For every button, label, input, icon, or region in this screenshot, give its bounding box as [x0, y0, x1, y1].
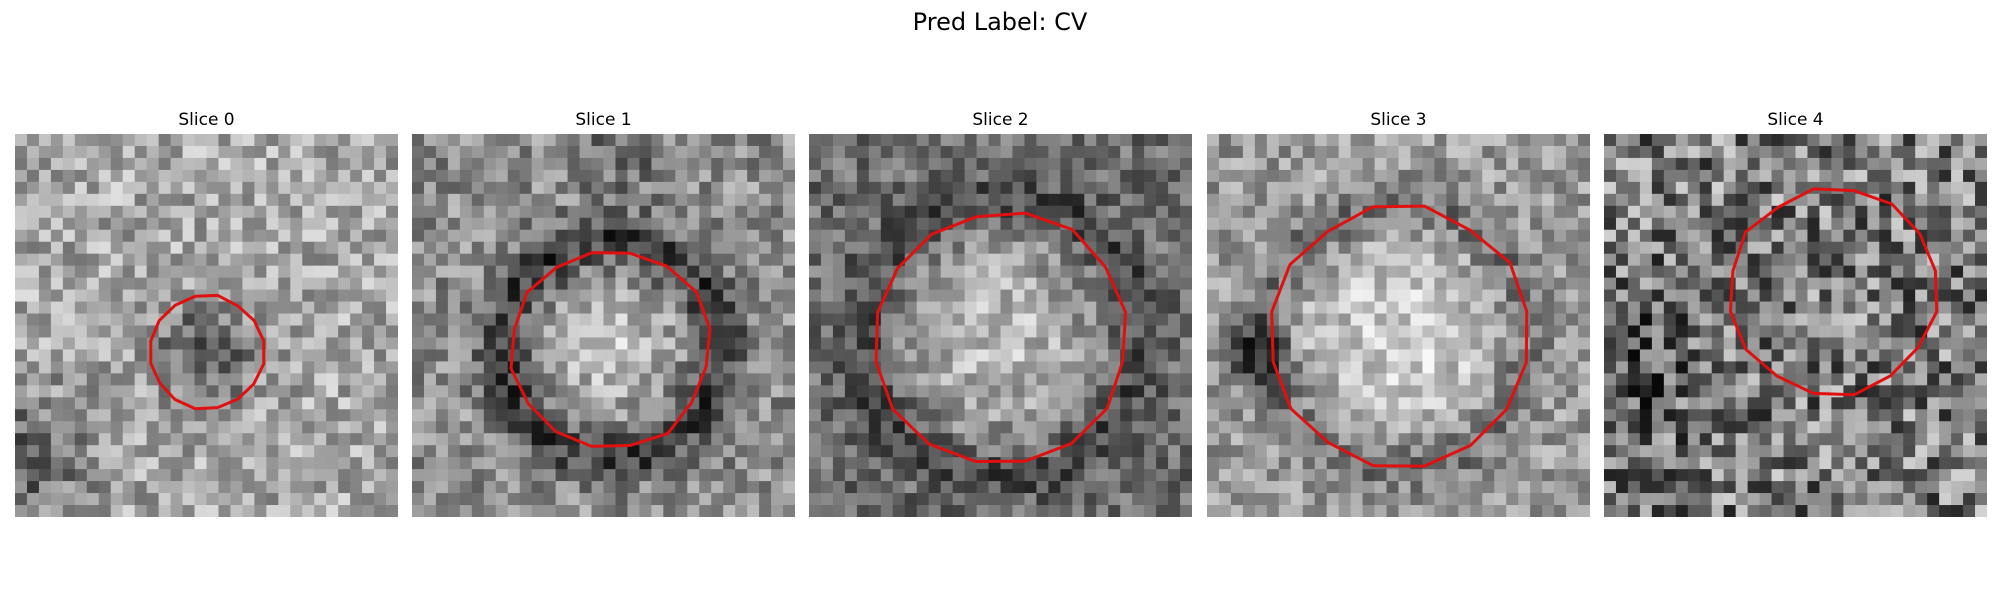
slice-image [15, 134, 398, 517]
slice-image [1207, 134, 1590, 517]
panel-slice-3: Slice 3 [1207, 110, 1590, 519]
segmentation-contour [874, 211, 1127, 463]
segmentation-contour [509, 251, 712, 448]
panel-title: Slice 2 [972, 110, 1029, 130]
segmentation-contour [1729, 187, 1939, 397]
panel-title: Slice 1 [575, 110, 632, 130]
slice-image [1604, 134, 1987, 517]
panel-slice-2: Slice 2 [809, 110, 1192, 519]
segmentation-contour [149, 293, 266, 411]
panel-slice-1: Slice 1 [412, 110, 795, 519]
figure-title: Pred Label: CV [912, 8, 1088, 36]
slice-image-svg [809, 134, 1192, 517]
panel-slice-4: Slice 4 [1604, 110, 1987, 519]
slice-image [809, 134, 1192, 517]
slice-image-svg [1207, 134, 1590, 517]
panel-title: Slice 3 [1370, 110, 1427, 130]
slice-image-svg [412, 134, 795, 517]
slice-image-svg [1604, 134, 1987, 517]
slice-image-svg [15, 134, 398, 517]
panel-title: Slice 4 [1767, 110, 1824, 130]
slice-image [412, 134, 795, 517]
panel-slice-0: Slice 0 [15, 110, 398, 519]
segmentation-contour [1270, 204, 1529, 468]
panel-title: Slice 0 [178, 110, 235, 130]
